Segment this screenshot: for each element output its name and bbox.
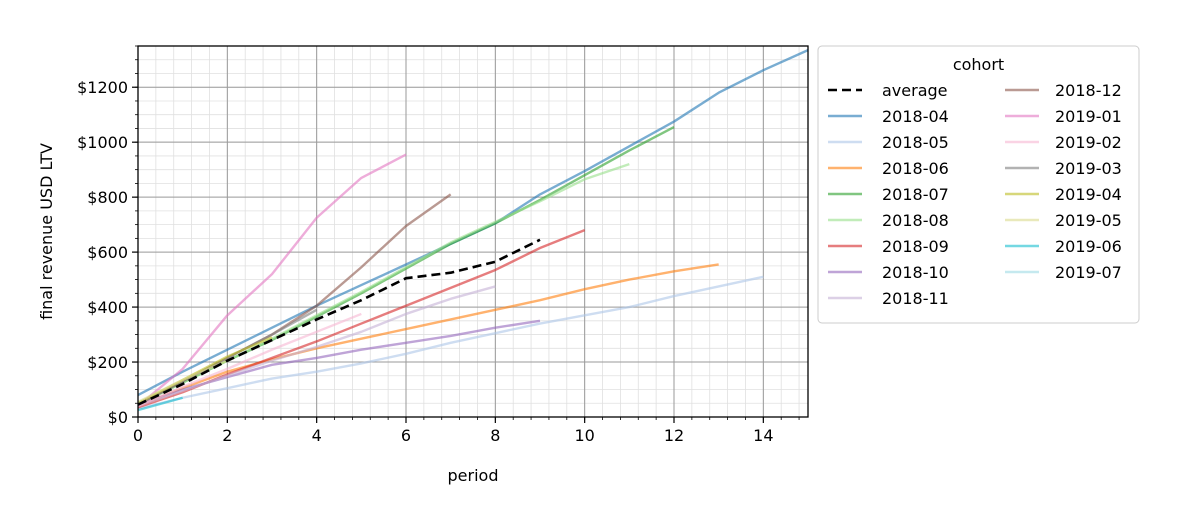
- x-tick-label: 8: [490, 426, 500, 445]
- legend-label-2018-05: 2018-05: [882, 133, 949, 152]
- x-tick-label: 2: [222, 426, 232, 445]
- x-tick-label: 12: [664, 426, 684, 445]
- legend-label-2018-04: 2018-04: [882, 107, 949, 126]
- y-tick-label: $400: [87, 298, 128, 317]
- series-line-2018-04: [137, 49, 809, 397]
- legend-label-2018-07: 2018-07: [882, 185, 949, 204]
- y-tick-label: $0: [108, 408, 128, 427]
- legend-label-2019-04: 2019-04: [1055, 185, 1122, 204]
- legend-label-2018-11: 2018-11: [882, 289, 949, 308]
- x-axis-title: period: [448, 466, 499, 485]
- series-line-2019-01: [137, 153, 407, 407]
- series-line-2019-05: [137, 359, 228, 403]
- y-tick-label: $1000: [77, 133, 128, 152]
- legend-label-average: average: [882, 81, 948, 100]
- legend-box: [817, 45, 1140, 324]
- legend: cohort average 2018-04 2018-05 2018-06 2018-…: [817, 45, 1140, 324]
- legend-label-2019-05: 2019-05: [1055, 211, 1122, 230]
- y-tick-label: $1200: [77, 78, 128, 97]
- series-line-2019-02: [137, 312, 362, 408]
- legend-label-2019-02: 2019-02: [1055, 133, 1122, 152]
- series-line-2019-03: [137, 308, 318, 406]
- legend-label-2019-01: 2019-01: [1055, 107, 1122, 126]
- y-tick-label: $200: [87, 353, 128, 372]
- series-line-2018-05: [137, 275, 764, 410]
- legend-entries: average 2018-04 2018-05 2018-06 2018-07 2018-…: [828, 81, 1122, 308]
- x-tick-label: 10: [574, 426, 594, 445]
- legend-label-2019-03: 2019-03: [1055, 159, 1122, 178]
- legend-label-2018-10: 2018-10: [882, 263, 949, 282]
- legend-label-2018-06: 2018-06: [882, 159, 949, 178]
- plot-frame: [137, 45, 809, 418]
- series-line-average: [137, 238, 541, 406]
- legend-title: cohort: [953, 55, 1004, 74]
- series-line-2018-11: [137, 285, 496, 408]
- y-axis-ticks: $0 $200 $400 $600 $800 $1000 $1200: [77, 45, 138, 427]
- x-tick-label: 6: [401, 426, 411, 445]
- legend-label-2019-06: 2019-06: [1055, 237, 1122, 256]
- legend-label-2018-09: 2018-09: [882, 237, 949, 256]
- x-tick-label: 4: [312, 426, 322, 445]
- legend-label-2019-07: 2019-07: [1055, 263, 1122, 282]
- series-line-2019-06: [137, 396, 183, 412]
- x-tick-label: 0: [133, 426, 143, 445]
- legend-label-2018-12: 2018-12: [1055, 81, 1122, 100]
- legend-label-2018-08: 2018-08: [882, 211, 949, 230]
- series-layer: [137, 49, 809, 412]
- y-tick-label: $800: [87, 188, 128, 207]
- x-tick-label: 14: [753, 426, 773, 445]
- y-axis-title: final revenue USD LTV: [37, 143, 56, 320]
- series-line-2018-12: [137, 193, 452, 406]
- y-tick-label: $600: [87, 243, 128, 262]
- series-line-2018-06: [137, 263, 719, 408]
- x-axis-ticks: 0 2 4 6 8 10 12 14: [133, 417, 800, 445]
